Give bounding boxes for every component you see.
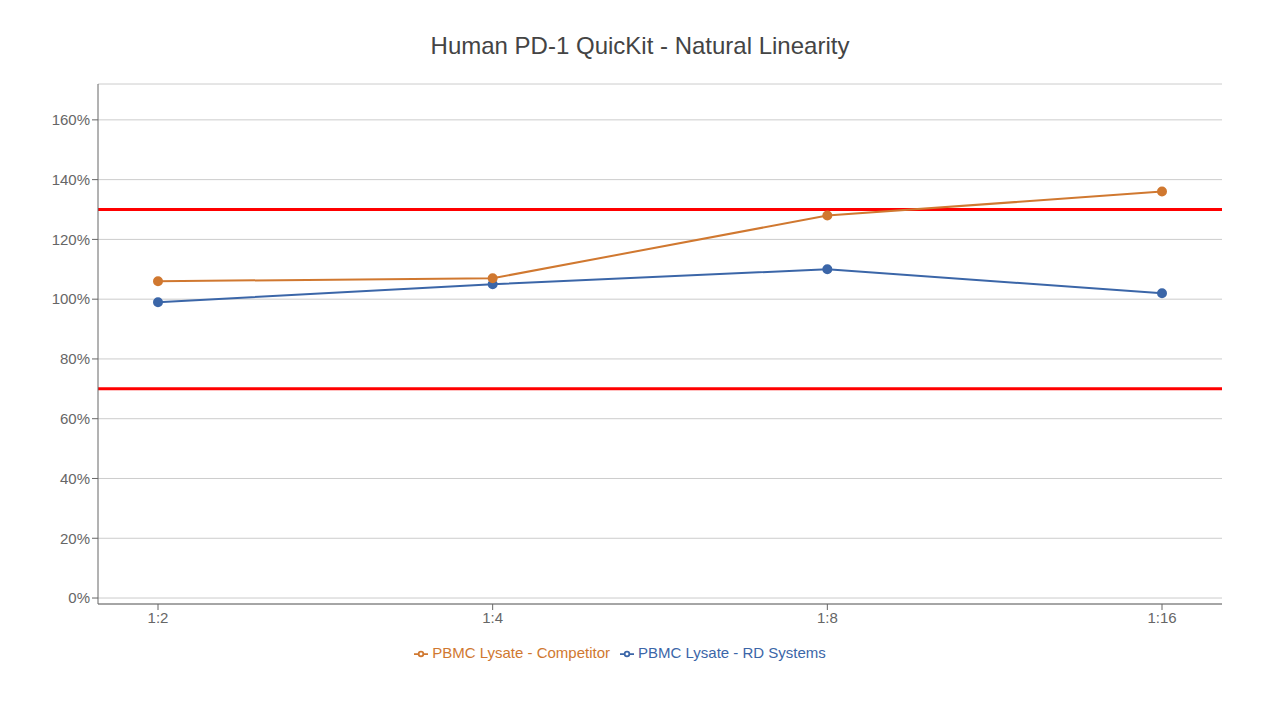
html-text:Human PD-1 QuicKit - Natural L: Human PD-1 QuicKit - Natural Linearity — [430, 32, 850, 59]
svg-text:100%: 100% — [52, 290, 90, 307]
svg-text:140%: 140% — [52, 171, 90, 188]
svg-text:0%: 0% — [68, 589, 90, 606]
svg-text:20%: 20% — [60, 530, 90, 547]
svg-text:1:8: 1:8 — [817, 609, 838, 626]
svg-text:1:4: 1:4 — [482, 609, 503, 626]
svg-text:40%: 40% — [60, 470, 90, 487]
svg-text:1:2: 1:2 — [148, 609, 169, 626]
svg-text:160%: 160% — [52, 111, 90, 128]
html-text:PBMC Lysate - RD Systems: PBMC Lysate - RD Systems — [638, 644, 826, 661]
svg-text:60%: 60% — [60, 410, 90, 427]
html-text:PBMC Lysate - Competitor: PBMC Lysate - Competitor — [432, 644, 610, 661]
svg-text:80%: 80% — [60, 350, 90, 367]
svg-text:1:16: 1:16 — [1147, 609, 1176, 626]
svg-text:120%: 120% — [52, 231, 90, 248]
